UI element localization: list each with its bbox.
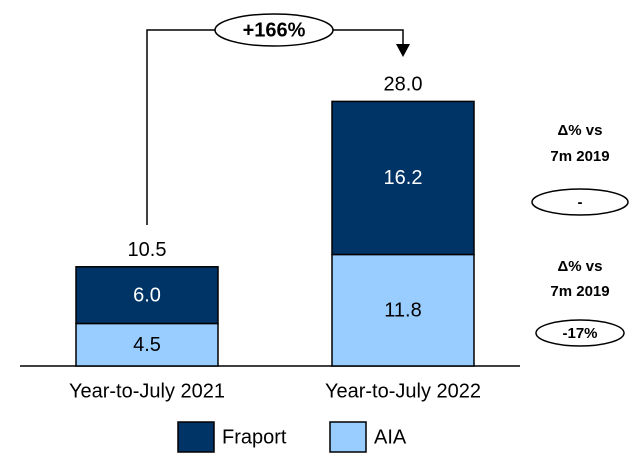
annotation-bubble	[531, 188, 629, 216]
value-label: 16.2	[384, 167, 423, 189]
growth-arrow	[333, 29, 404, 45]
legend-swatch	[177, 421, 215, 453]
legend-label: AIA	[374, 426, 407, 448]
annotation-value: -	[578, 194, 583, 211]
annotation-heading: Δ% vs	[558, 258, 603, 275]
annotation-heading: Δ% vs	[558, 122, 603, 139]
legend-swatch	[329, 421, 367, 453]
value-label: 11.8	[384, 300, 421, 322]
arrow-head	[396, 44, 410, 57]
x-tick-label: Year-to-July 2022	[325, 380, 481, 402]
bar-segment	[75, 266, 219, 325]
value-label: 6.0	[133, 284, 161, 306]
growth-bubble	[214, 13, 334, 47]
growth-arrow	[146, 29, 215, 225]
legend-label: Fraport	[222, 426, 287, 448]
total-label: 10.5	[128, 239, 167, 261]
annotation-heading: 7m 2019	[550, 148, 609, 165]
bar-segment	[331, 100, 475, 256]
growth-label: +166%	[243, 19, 306, 41]
annotation-heading: 7m 2019	[550, 283, 609, 300]
annotation-value: -17%	[562, 325, 597, 342]
value-label: 4.5	[133, 334, 161, 356]
x-tick-label: Year-to-July 2021	[69, 380, 225, 402]
total-label: 28.0	[384, 74, 423, 96]
annotation-bubble	[535, 319, 625, 347]
bar-segment	[331, 253, 475, 367]
